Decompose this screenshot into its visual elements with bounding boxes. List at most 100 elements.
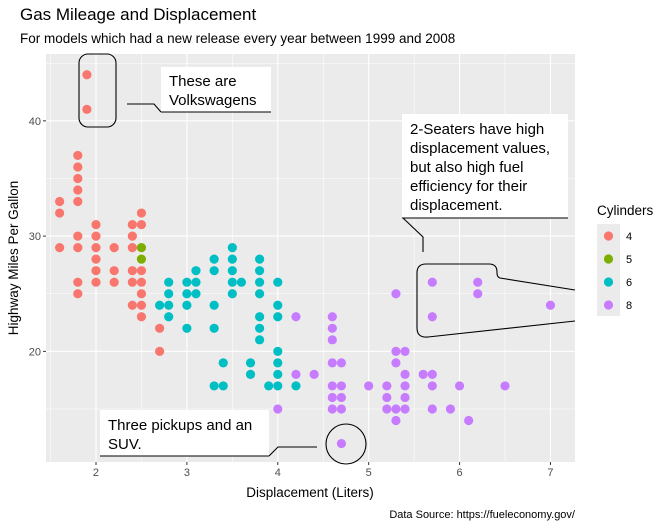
x-axis-title: Displacement (Liters) [246,485,374,500]
data-point-cyl-6 [218,381,228,391]
data-point-cyl-6 [209,381,219,391]
data-point-cyl-6 [291,381,301,391]
data-point-cyl-8 [464,415,474,426]
data-point-cyl-6 [245,369,256,380]
legend: Cylinders 4 5 6 8 [597,203,654,316]
legend-label: 6 [626,277,632,289]
data-point-cyl-8 [327,392,337,403]
legend-key-cyl-5 [603,254,614,264]
data-point-cyl-6 [227,243,237,253]
two-seater-label-line-5: displacement. [410,197,503,214]
data-point-cyl-6 [254,312,265,322]
data-point-cyl-4 [136,219,147,230]
legend-label: 4 [626,231,632,243]
data-point-cyl-4 [73,289,83,299]
data-point-cyl-6 [182,323,192,333]
data-point-cyl-6 [182,289,192,299]
data-point-cyl-8 [309,369,319,380]
data-point-cyl-4 [91,254,101,264]
two-seater-hull [416,263,576,338]
data-point-cyl-8 [400,381,410,391]
data-point-cyl-4 [127,266,137,276]
data-point-cyl-8 [427,277,437,287]
data-point-cyl-4 [73,277,83,287]
data-point-cyl-4 [109,266,119,276]
data-point-cyl-6 [273,277,283,287]
data-point-cyl-6 [182,300,192,310]
data-point-cyl-4 [155,323,165,333]
data-point-cyl-6 [254,266,265,276]
data-point-cyl-8 [327,404,337,414]
data-point-cyl-6 [273,369,283,380]
data-point-cyl-8 [500,381,510,391]
pickup-highlight-circle [325,423,367,465]
data-point-cyl-8 [454,381,465,391]
data-point-cyl-4 [73,173,83,184]
data-point-cyl-8 [391,415,401,426]
data-point-cyl-6 [209,323,219,333]
data-point-cyl-8 [364,381,374,391]
data-point-cyl-4 [136,312,147,322]
data-point-cyl-4 [73,243,83,253]
data-point-cyl-8 [336,358,347,368]
pickup-label-line-2: SUV. [108,436,142,453]
data-point-cyl-8 [327,381,337,391]
data-point-cyl-8 [291,312,301,322]
data-point-cyl-8 [327,335,337,345]
data-point-cyl-6 [273,312,283,322]
two-seater-label-line-3: but also high fuel [410,159,523,176]
data-point-cyl-6 [209,266,219,276]
data-point-cyl-6 [191,277,201,287]
annotation-layer [78,53,576,465]
data-point-cyl-8 [473,289,483,299]
data-point-cyl-4 [109,243,119,253]
legend-key-cyl-6 [603,277,614,287]
data-point-cyl-6 [227,266,237,276]
data-point-cyl-8 [400,404,410,414]
volkswagen-label: These are Volkswagens [161,67,271,113]
two-seater-label-line-2: displacement values, [410,140,550,157]
data-point-cyl-5 [136,254,147,264]
data-point-cyl-6 [273,346,283,356]
volkswagen-connector [127,103,162,113]
data-point-cyl-6 [227,254,237,264]
x-tick-label: 6 [457,467,463,479]
pickup-label: Three pickups and an SUV. [100,410,269,457]
axes: 2 3 4 5 6 7 20 30 40 [29,116,554,479]
data-point-cyl-4 [155,346,165,356]
volkswagen-highlight-box [78,53,117,128]
data-point-cyl-5 [136,243,147,253]
data-point-cyl-8 [273,404,283,414]
pickup-label-line-1: Three pickups and an [108,417,252,434]
y-axis-title: Highway Miles Per Gallon [6,181,21,336]
data-point-cyl-8 [291,369,301,380]
data-point-cyl-4 [91,231,101,241]
data-point-cyl-4 [109,277,119,287]
data-point-cyl-8 [418,369,428,380]
y-tick-label: 30 [29,231,41,243]
data-point-cyl-4 [91,277,101,287]
data-point-cyl-4 [73,150,83,161]
data-point-cyl-4 [136,208,147,218]
data-point-cyl-6 [155,300,165,310]
data-point-cyl-8 [391,289,401,299]
data-point-cyl-6 [273,358,283,368]
legend-key-cyl-4 [603,231,614,241]
data-point-cyl-4 [73,231,83,241]
data-point-cyl-6 [191,266,201,276]
data-point-cyl-4 [73,162,83,172]
data-point-cyl-6 [164,277,174,287]
data-point-cyl-6 [182,277,192,287]
two-seater-connector [402,217,424,252]
data-point-cyl-8 [336,381,347,391]
legend-key-cyl-8 [603,300,614,310]
chart-title: Gas Mileage and Displacement [20,5,257,24]
data-point-cyl-4 [91,243,101,253]
data-point-cyl-4 [127,243,137,253]
data-point-cyl-8 [473,277,483,287]
volkswagen-label-line-2: Volkswagens [169,92,257,109]
data-point-cyl-8 [400,369,410,380]
data-point-cyl-4 [55,196,65,207]
